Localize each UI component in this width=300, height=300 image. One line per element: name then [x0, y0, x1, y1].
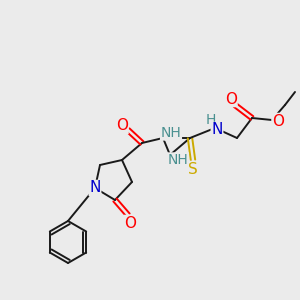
- Text: O: O: [116, 118, 128, 134]
- Text: S: S: [188, 161, 198, 176]
- Text: O: O: [124, 215, 136, 230]
- Text: H: H: [206, 113, 216, 127]
- Text: NH: NH: [168, 153, 188, 167]
- Text: O: O: [272, 113, 284, 128]
- Text: O: O: [225, 92, 237, 106]
- Text: N: N: [89, 181, 101, 196]
- Text: NH: NH: [160, 126, 182, 140]
- Text: N: N: [211, 122, 223, 137]
